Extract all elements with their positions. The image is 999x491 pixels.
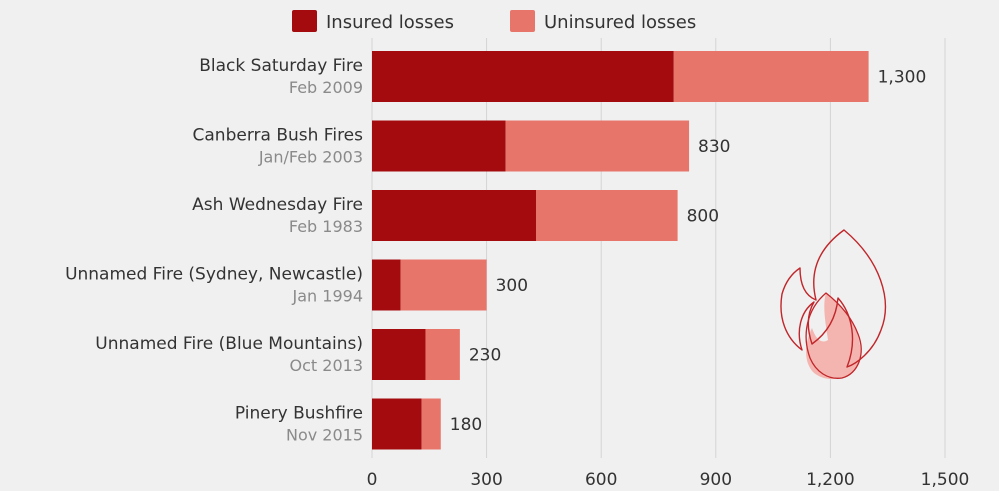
x-tick-label: 0 xyxy=(367,470,378,490)
bar-insured xyxy=(372,398,422,450)
value-label: 230 xyxy=(469,346,501,366)
category-label: Pinery Bushfire xyxy=(235,404,363,424)
bar-uninsured xyxy=(421,398,441,450)
flame-icon xyxy=(780,229,887,380)
bar-insured xyxy=(372,190,537,241)
bar-insured xyxy=(372,120,506,172)
category-sublabel: Nov 2015 xyxy=(286,426,363,445)
value-labels: 1,300 830 800 300 230 180 xyxy=(450,68,927,436)
category-label: Canberra Bush Fires xyxy=(193,126,364,146)
bar-insured xyxy=(372,329,426,380)
legend-swatch xyxy=(292,10,317,32)
legend-label: Insured losses xyxy=(326,12,454,33)
bar-uninsured xyxy=(505,120,690,172)
bar-insured xyxy=(372,259,401,311)
x-tick-label: 900 xyxy=(700,470,732,490)
category-label: Black Saturday Fire xyxy=(199,56,363,76)
x-tick-label: 1,200 xyxy=(806,470,855,490)
category-label: Unnamed Fire (Sydney, Newcastle) xyxy=(65,265,363,285)
value-label: 300 xyxy=(496,276,528,296)
category-sublabel: Oct 2013 xyxy=(290,356,363,375)
x-tick-label: 1,500 xyxy=(921,470,970,490)
bar-uninsured xyxy=(400,259,487,311)
gridlines xyxy=(371,38,946,458)
value-label: 180 xyxy=(450,415,482,435)
bar-uninsured xyxy=(425,329,460,380)
x-axis-tick-labels: 0 300 600 900 1,200 1,500 xyxy=(367,470,970,490)
value-label: 1,300 xyxy=(878,68,927,88)
category-sublabel: Feb 1983 xyxy=(289,217,363,236)
category-sublabel: Jan/Feb 2003 xyxy=(258,148,363,167)
legend-swatch xyxy=(510,10,535,32)
x-tick-label: 300 xyxy=(470,470,502,490)
category-sublabel: Feb 2009 xyxy=(289,78,363,97)
category-labels: Black Saturday Fire Feb 2009 Canberra Bush… xyxy=(65,56,363,445)
category-sublabel: Jan 1994 xyxy=(292,287,363,306)
legend-label: Uninsured losses xyxy=(544,12,696,33)
x-tick-label: 600 xyxy=(585,470,617,490)
value-label: 800 xyxy=(687,207,719,227)
bar-uninsured xyxy=(536,190,678,241)
bars xyxy=(372,51,869,450)
legend: Insured losses Uninsured losses xyxy=(292,10,696,33)
category-label: Unnamed Fire (Blue Mountains) xyxy=(95,334,363,354)
bar-insured xyxy=(372,51,674,102)
value-label: 830 xyxy=(698,137,730,157)
category-label: Ash Wednesday Fire xyxy=(192,195,363,215)
bar-uninsured xyxy=(673,51,869,102)
